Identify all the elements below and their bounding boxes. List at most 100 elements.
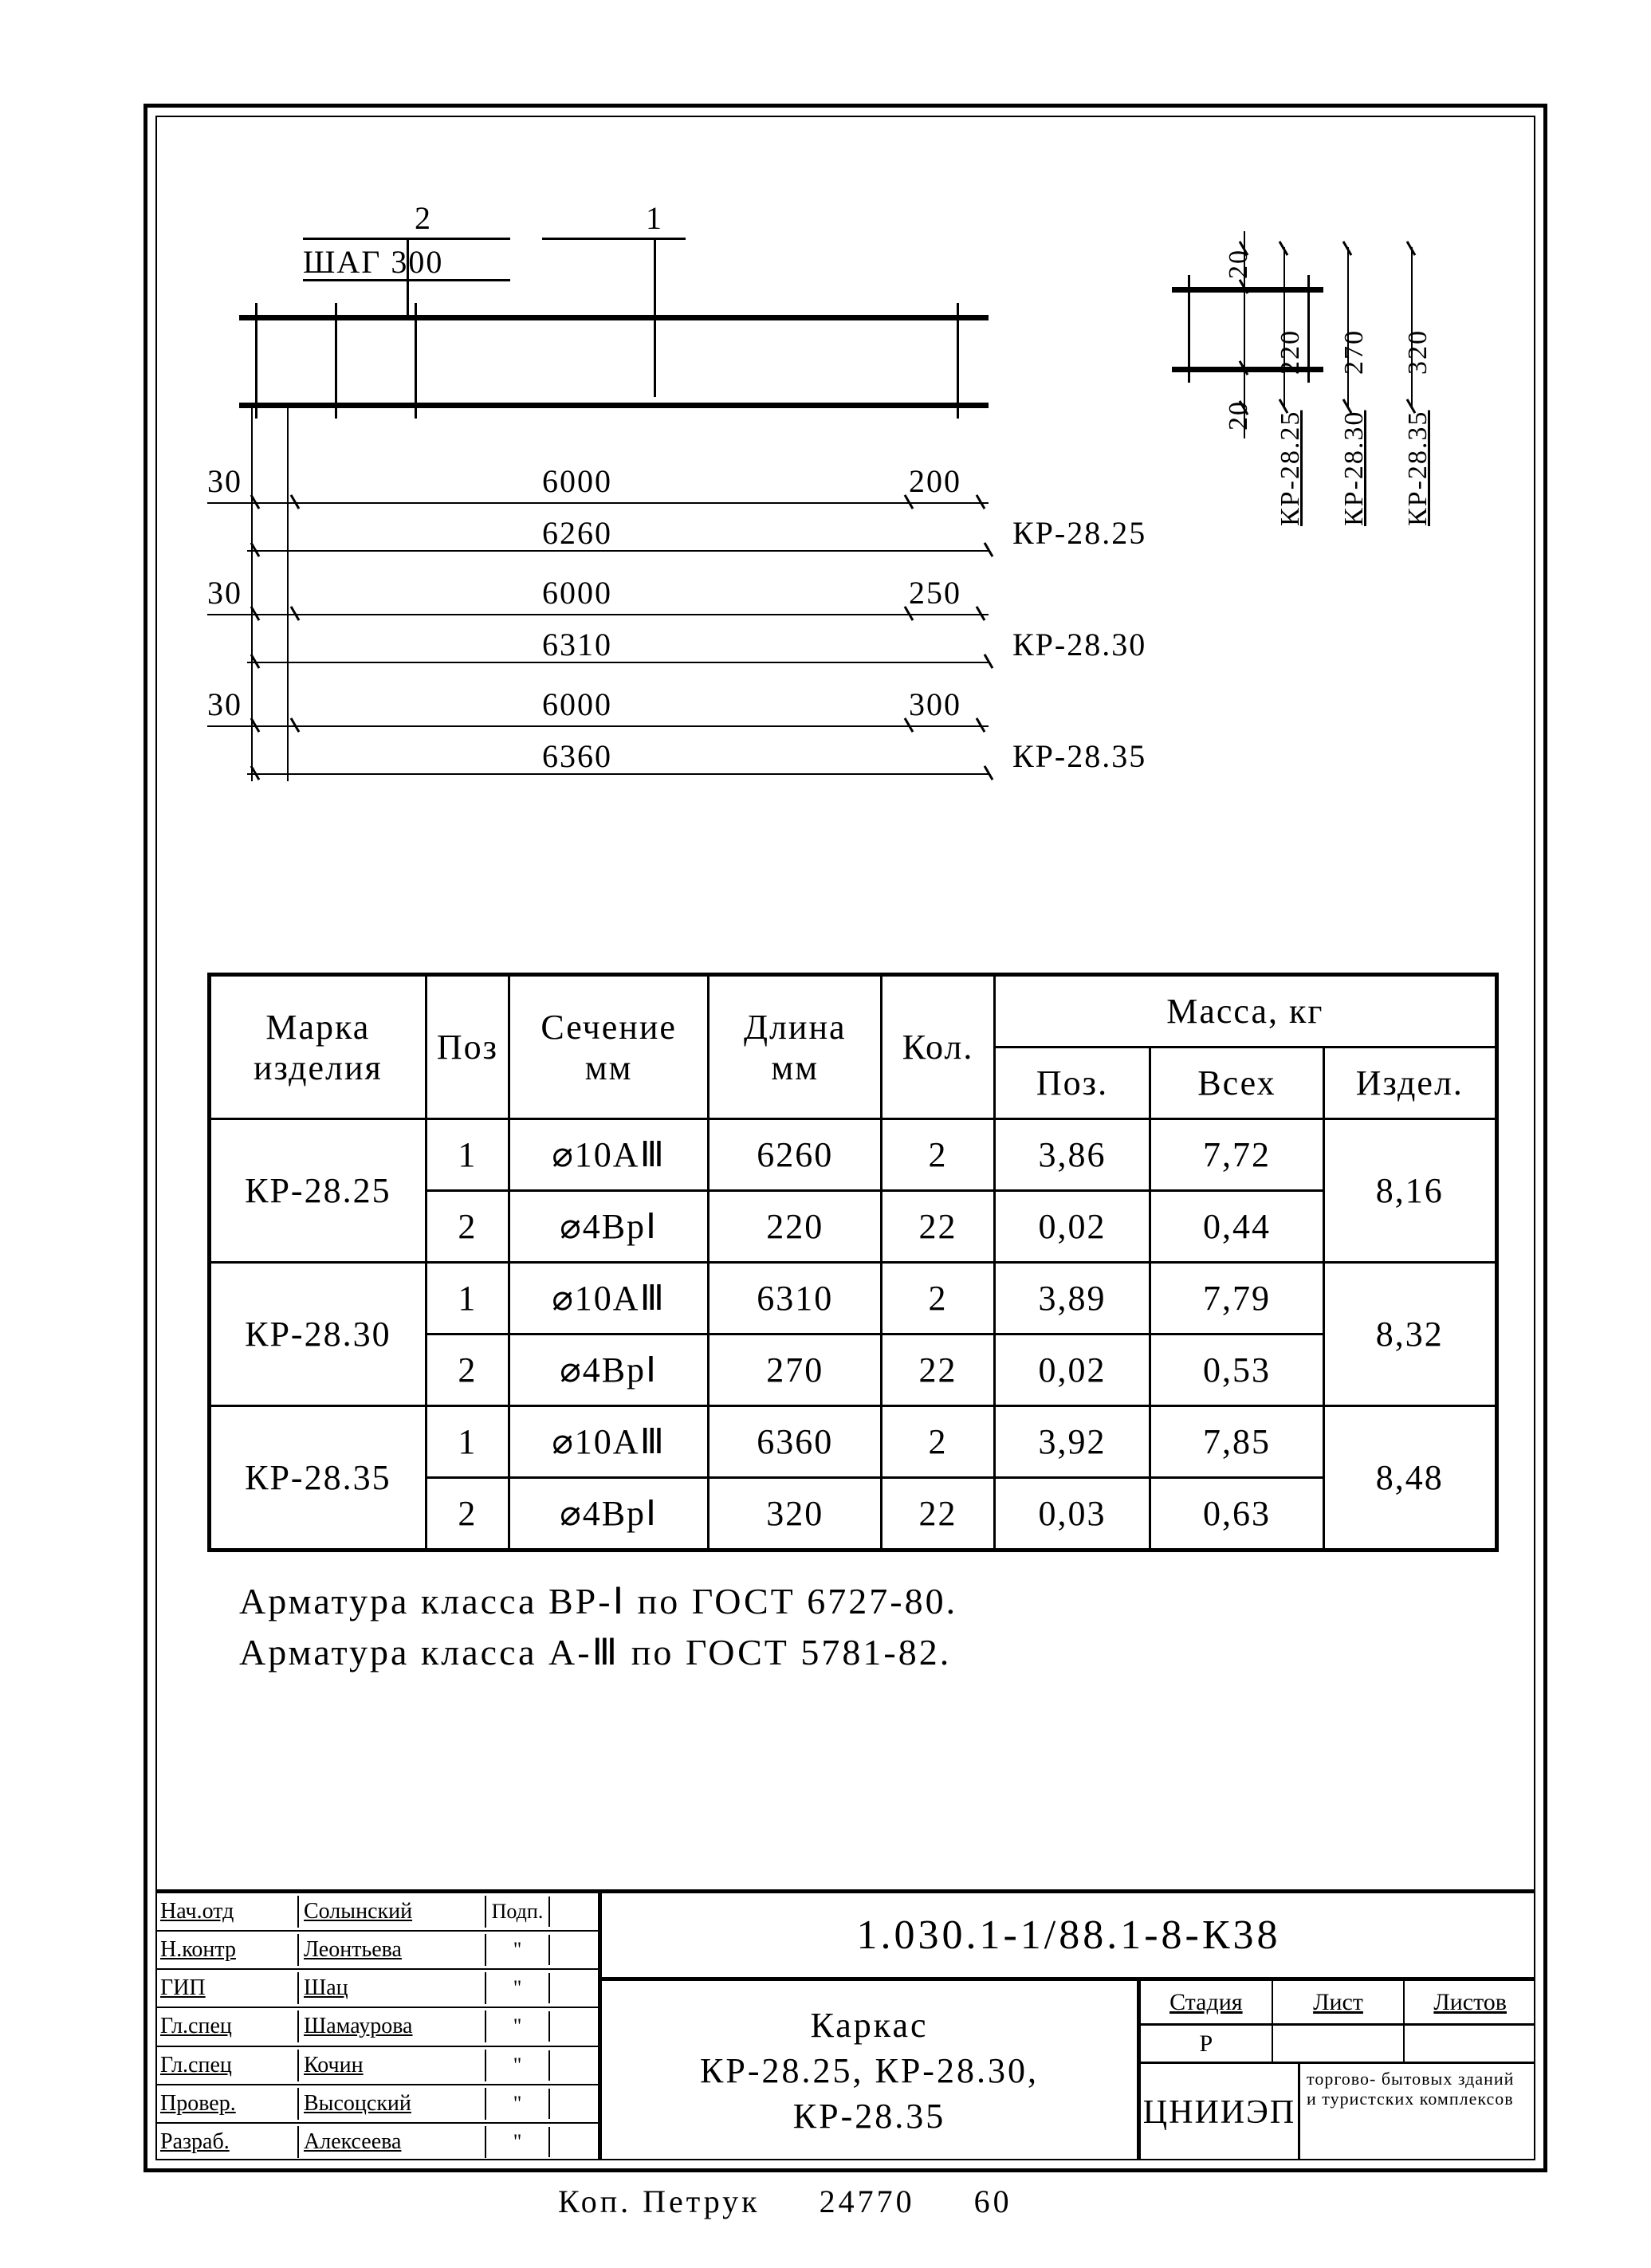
td-mi: 8,16 [1323,1119,1496,1263]
dim-mark-2: КР-28.30 [1012,626,1146,663]
dim-left: 30 [207,574,242,611]
table-row: КР-28.35 1 ⌀10АⅢ 6360 2 3,92 7,85 8,48 [210,1406,1497,1478]
dim-end-3: 300 [909,686,961,723]
td-qty: 22 [882,1478,994,1551]
leader-2-v [407,238,409,317]
td-ma: 0,63 [1150,1478,1323,1551]
td-mark: КР-28.25 [210,1119,427,1263]
td-mark: КР-28.30 [210,1263,427,1406]
td-ma: 0,44 [1150,1191,1323,1263]
sig-row: Гл.спец Шамаурова " [155,2008,598,2046]
drawing-description: Каркас КР-28.25, КР-28.30, КР-28.35 [602,1981,1137,2160]
cage-vert [957,303,959,419]
meta-sheet-h: Лист [1273,1981,1405,2023]
section-v [1307,275,1310,383]
sig-role: Гл.спец [155,2050,299,2081]
dim-len-3: 6000 [542,686,612,723]
sig-role: Провер. [155,2088,299,2120]
dim-line [207,502,989,504]
note-2: Арматура класса А-Ⅲ по ГОСТ 5781-82. [239,1627,1499,1678]
td-mp: 3,92 [994,1406,1150,1478]
th-mass-pos: Поз. [994,1048,1150,1119]
td-len: 6260 [709,1119,882,1191]
sig-name: Солынский [299,1896,486,1928]
th-mass-all: Всех [1150,1048,1323,1119]
sig-name: Кочин [299,2050,486,2081]
org-desc: торгово- бытовых зданий и туристских ком… [1300,2064,1535,2160]
dim-line [247,550,989,552]
td-sect: ⌀10АⅢ [509,1119,709,1191]
desc-title: Каркас [810,2003,928,2048]
meta-vals: Р [1141,2026,1535,2064]
dim-line [207,725,989,727]
meta-stage-v: Р [1141,2026,1273,2062]
th-section: Сечение мм [509,975,709,1119]
sig-name: Высоцский [299,2088,486,2120]
cage-vert [335,303,337,419]
sig-row: Гл.спец Кочин " [155,2047,598,2085]
td-pos: 2 [426,1478,509,1551]
td-len: 220 [709,1191,882,1263]
spec-table-wrap: Марка изделия Поз Сечение мм Длина мм Ко… [207,973,1499,1679]
sig-name: Алексеева [299,2126,486,2158]
meta-sheets-h: Листов [1405,1981,1535,2023]
table-row: КР-28.30 1 ⌀10АⅢ 6310 2 3,89 7,79 8,32 [210,1263,1497,1334]
meta-sheet-v [1273,2026,1405,2062]
td-mp: 0,02 [994,1191,1150,1263]
td-ma: 7,85 [1150,1406,1323,1478]
td-mp: 3,89 [994,1263,1150,1334]
td-qty: 2 [882,1119,994,1191]
leader-1-line [542,238,686,240]
td-mp: 0,02 [994,1334,1150,1406]
cage-vert [255,303,257,419]
sig-sign: " [486,2089,550,2119]
section-top-20: 20 [1224,249,1254,279]
note-1: Арматура класса ВР-Ⅰ по ГОСТ 6727-80. [239,1576,1499,1627]
h-320: 320 [1403,329,1433,375]
td-sect: ⌀4ВрⅠ [509,1191,709,1263]
dim-len-1: 6000 [542,462,612,500]
title-block: Нач.отд Солынский Подп. Н.контр Леонтьев… [155,1889,1535,2160]
meta-stage-h: Стадия [1141,1981,1273,2023]
td-ma: 0,53 [1150,1334,1323,1406]
table-row: КР-28.25 1 ⌀10АⅢ 6260 2 3,86 7,72 8,16 [210,1119,1497,1191]
titleblock-meta: Стадия Лист Листов Р ЦНИИЭП торгово- быт… [1137,1981,1535,2160]
sig-name: Шамаурова [299,2011,486,2042]
pitch-label: ШАГ 300 [303,243,443,281]
sig-sign: " [486,2011,550,2042]
titleblock-mid: Каркас КР-28.25, КР-28.30, КР-28.35 Стад… [602,1981,1535,2160]
cage-top-bar [239,315,989,320]
th-pos: Поз [426,975,509,1119]
spec-table: Марка изделия Поз Сечение мм Длина мм Ко… [207,973,1499,1552]
sig-sign: " [486,1973,550,2003]
td-pos: 1 [426,1406,509,1478]
dim-left: 30 [207,686,242,723]
sig-row: Провер. Высоцский " [155,2085,598,2124]
th-qty: Кол. [882,975,994,1119]
sig-role: Гл.спец [155,2011,299,2042]
section-bot-20: 20 [1224,400,1254,430]
td-len: 6310 [709,1263,882,1334]
dim-line [247,773,989,775]
h-label-2: КР-28.30 [1339,411,1370,526]
h-label-3: КР-28.35 [1403,411,1433,526]
td-pos: 1 [426,1263,509,1334]
td-mi: 8,32 [1323,1263,1496,1406]
td-sect: ⌀10АⅢ [509,1406,709,1478]
desc-marks: КР-28.25, КР-28.30, [700,2048,1039,2093]
signatures-column: Нач.отд Солынский Подп. Н.контр Леонтьев… [155,1893,602,2160]
th-length: Длина мм [709,975,882,1119]
dim-total-1: 6260 [542,514,612,552]
rebar-diagram: 2 ШАГ 300 1 30 6000 200 6260 КР-28.25 30 [207,199,1499,805]
h-270: 270 [1339,329,1370,375]
td-mp: 3,86 [994,1119,1150,1191]
document-number: 1.030.1-1/88.1-8-К38 [602,1893,1535,1981]
td-pos: 2 [426,1191,509,1263]
dim-left: 30 [207,462,242,500]
h-dim-1 [1283,247,1285,407]
td-pos: 2 [426,1334,509,1406]
meta-sheets-v [1405,2026,1535,2062]
leader-2: 2 [415,199,432,237]
dim-line [207,614,989,615]
sig-role: Нач.отд [155,1896,299,1928]
